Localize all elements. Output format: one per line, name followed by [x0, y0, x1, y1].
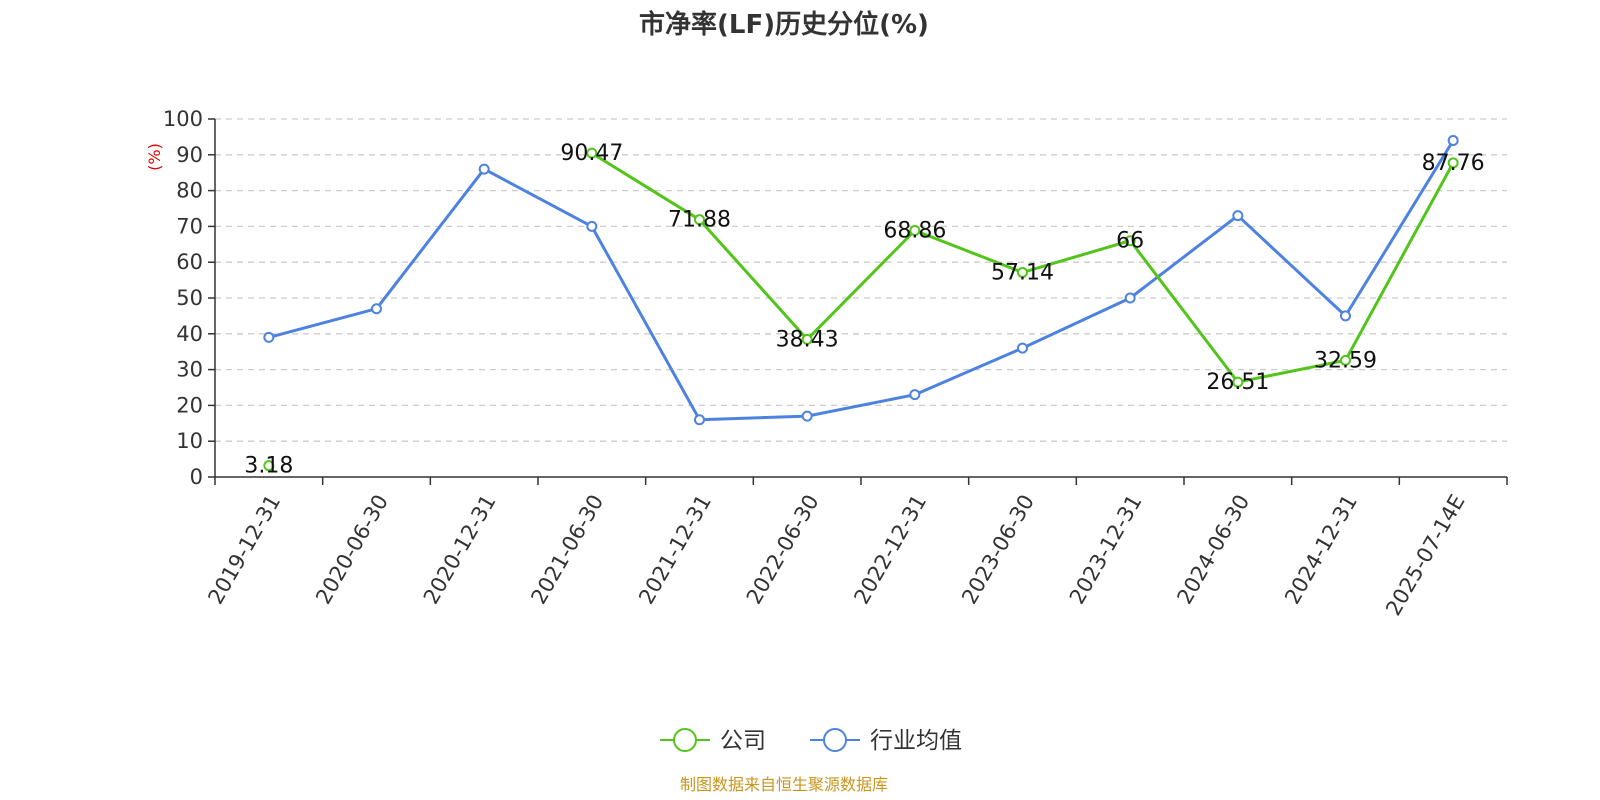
data-point: [1232, 376, 1244, 388]
data-label: 3.18: [244, 454, 293, 479]
data-point: [1017, 342, 1028, 354]
y-tick-label: 10: [176, 429, 203, 453]
data-point: [694, 414, 705, 426]
y-tick-label: 0: [190, 465, 203, 489]
legend-marker[interactable]: [673, 728, 697, 752]
data-point: [801, 333, 813, 345]
data-label: 38.43: [776, 327, 839, 352]
x-tick-label: 2025-07-14E: [1381, 491, 1469, 620]
y-tick-label: 80: [176, 179, 203, 203]
legend-label[interactable]: 公司: [720, 728, 766, 754]
data-point: [586, 220, 598, 232]
y-axis-ticks: 0 10 20 30 40 50 60 70 80 90 100: [163, 107, 203, 489]
axes: [208, 118, 1508, 485]
data-label: 57.14: [991, 260, 1054, 285]
x-tick-label: 2023-12-31: [1065, 491, 1147, 609]
x-axis-ticks: 2019-12-31 2020-06-30 2020-12-31 2021-06-30…: [203, 490, 1469, 619]
data-label: 26.51: [1206, 370, 1269, 395]
data-point: [1340, 310, 1351, 322]
x-tick-label: 2019-12-31: [203, 491, 285, 609]
data-label: 66: [1116, 229, 1144, 254]
y-tick-label: 60: [176, 250, 203, 274]
x-tick-label: 2022-06-30: [742, 491, 824, 609]
x-tick-label: 2022-12-31: [849, 490, 931, 608]
data-point: [263, 331, 275, 343]
legend: 公司 行业均值: [660, 728, 962, 754]
y-tick-label: 40: [176, 322, 203, 346]
data-label: 71.88: [668, 208, 731, 233]
y-axis-unit: (%): [145, 143, 164, 171]
legend-label[interactable]: 行业均值: [870, 728, 962, 754]
data-point: [909, 389, 921, 401]
data-point: [909, 224, 921, 236]
y-tick-label: 100: [163, 107, 203, 131]
legend-marker[interactable]: [823, 728, 847, 752]
data-point: [1124, 235, 1136, 247]
x-tick-label: 2021-06-30: [526, 491, 608, 609]
x-tick-label: 2024-06-30: [1172, 491, 1254, 609]
x-tick-label: 2024-12-31: [1280, 491, 1362, 609]
x-tick-label: 2020-12-31: [419, 490, 501, 608]
data-point: [1124, 292, 1136, 304]
data-point: [1447, 134, 1459, 146]
y-tick-label: 50: [176, 286, 203, 310]
series-layer: [263, 134, 1459, 472]
x-tick-label: 2020-06-30: [311, 491, 393, 609]
data-label: 87.76: [1422, 151, 1485, 176]
series-line: [268, 139, 1455, 422]
data-point: [478, 163, 490, 175]
data-label: 90.47: [560, 141, 623, 166]
y-tick-label: 90: [176, 143, 203, 167]
data-labels: 3.18 90.47 71.88 38.43 68.86 57.14 66 26.51 32.5…: [244, 141, 1484, 478]
data-point: [694, 214, 705, 226]
data-point: [1340, 354, 1351, 366]
x-tick-label: 2021-12-31: [634, 491, 716, 609]
source-note: 制图数据来自恒生聚源数据库: [680, 775, 888, 794]
data-point: [1232, 210, 1244, 222]
data-point: [586, 147, 598, 159]
chart-title: 市净率(LF)历史分位(%): [639, 9, 929, 40]
data-label: 68.86: [883, 218, 946, 243]
y-tick-label: 20: [176, 393, 203, 417]
y-tick-label: 70: [176, 214, 203, 238]
data-label: 32.59: [1314, 348, 1377, 373]
data-point: [371, 303, 382, 315]
x-tick-label: 2023-06-30: [957, 491, 1039, 609]
y-tick-label: 30: [176, 358, 203, 382]
data-point: [801, 410, 813, 422]
data-point: [1447, 157, 1459, 169]
grid-lines: [215, 118, 1507, 442]
data-point: [263, 460, 275, 472]
data-point: [1017, 266, 1028, 278]
